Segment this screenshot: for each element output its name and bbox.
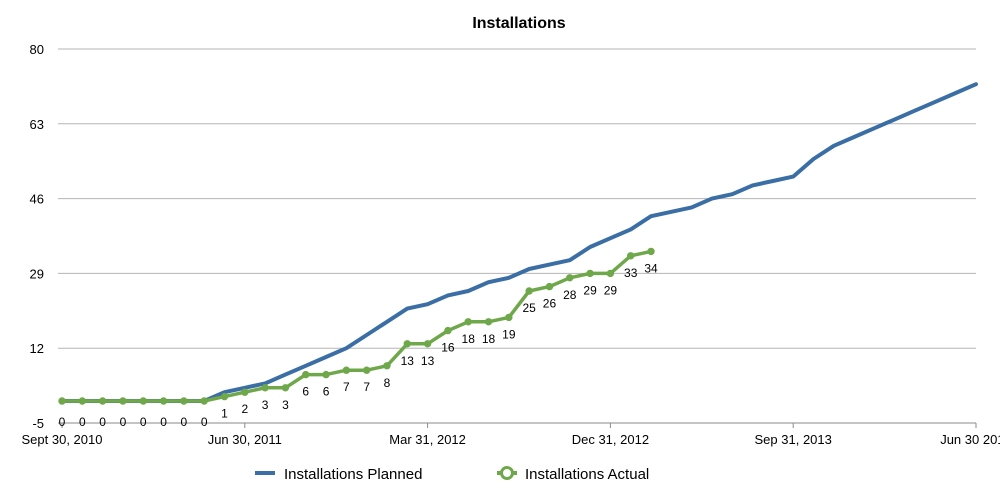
data-label-actual: 0 — [120, 415, 127, 429]
x-tick-label: Sept 30, 2010 — [22, 432, 103, 447]
data-label-actual: 18 — [482, 332, 496, 346]
data-point-actual — [545, 282, 554, 291]
data-label-actual: 34 — [644, 261, 658, 275]
data-point-actual — [362, 366, 371, 374]
data-point-actual — [606, 269, 615, 278]
data-point-actual — [119, 397, 127, 405]
data-label-actual: 7 — [343, 380, 350, 394]
data-label-actual: 29 — [604, 283, 618, 297]
y-tick-label: 63 — [30, 117, 44, 132]
data-label-actual: 0 — [140, 415, 147, 429]
data-point-actual — [647, 247, 655, 256]
data-point-actual — [342, 366, 351, 374]
data-label-actual: 13 — [401, 354, 415, 368]
y-tick-label: -5 — [32, 416, 44, 431]
data-point-actual — [525, 287, 533, 295]
data-label-actual: 29 — [583, 283, 597, 297]
data-label-actual: 33 — [624, 266, 638, 280]
data-point-actual — [627, 252, 635, 260]
data-point-actual — [220, 392, 229, 401]
series-line-planned — [60, 82, 978, 403]
x-tick-label: Mar 31, 2012 — [389, 432, 466, 447]
data-point-actual — [444, 326, 452, 335]
y-tick-label: 12 — [30, 341, 44, 356]
data-point-actual — [159, 397, 168, 405]
data-label-actual: 13 — [421, 354, 435, 368]
y-axis: -5 12 29 46 63 80 — [30, 42, 44, 431]
data-point-actual — [139, 397, 147, 405]
chart-title: Installations — [472, 15, 565, 32]
data-label-actual: 3 — [262, 398, 269, 412]
data-point-actual — [58, 397, 66, 405]
x-tick-label: Jun 30, 2011 — [208, 432, 282, 447]
data-point-actual — [505, 313, 513, 322]
data-point-actual — [464, 318, 472, 326]
legend-marker-actual — [500, 466, 514, 480]
data-label-actual: 16 — [441, 341, 455, 355]
y-tick-label: 46 — [30, 192, 44, 207]
data-point-actual — [403, 340, 411, 348]
data-point-actual — [322, 370, 330, 379]
data-label-actual: 0 — [59, 415, 66, 429]
data-point-actual — [281, 384, 290, 392]
y-tick-label: 29 — [30, 266, 44, 281]
data-label-actual: 28 — [563, 288, 577, 302]
data-label-actual: 26 — [543, 297, 557, 311]
x-tick-label: Sep 31, 2013 — [755, 432, 832, 447]
data-label-actual: 25 — [522, 301, 536, 315]
data-label-actual: 0 — [160, 415, 167, 429]
data-label-actual: 0 — [79, 415, 86, 429]
legend-label-actual: Installations Actual — [525, 466, 649, 483]
data-label-actual: 3 — [282, 398, 289, 412]
data-point-actual — [261, 384, 269, 392]
data-point-actual — [241, 388, 249, 396]
x-tick-label: Jun 30 2014 — [940, 432, 1000, 447]
data-point-actual — [180, 397, 188, 405]
series — [58, 82, 978, 405]
legend-label-planned: Installations Planned — [284, 466, 422, 483]
data-point-actual — [78, 397, 87, 405]
data-label-actual: 7 — [363, 380, 370, 394]
data-label-actual: 0 — [181, 415, 188, 429]
data-label-actual: 6 — [302, 385, 309, 399]
data-label-actual: 8 — [384, 376, 391, 390]
data-label-actual: 0 — [99, 415, 106, 429]
data-point-actual — [302, 370, 310, 379]
data-label-actual: 0 — [201, 415, 208, 429]
data-point-actual — [200, 397, 208, 405]
legend: Installations Planned Installations Actu… — [255, 466, 649, 483]
data-point-actual — [484, 318, 493, 326]
data-point-actual — [566, 274, 574, 282]
data-label-actual: 2 — [241, 402, 248, 416]
data-label-actual: 18 — [462, 332, 476, 346]
data-point-actual — [586, 269, 594, 278]
data-point-actual — [98, 397, 107, 405]
data-point-actual — [423, 340, 432, 348]
data-point-actual — [383, 362, 391, 370]
data-label-actual: 19 — [502, 327, 516, 341]
x-axis: Sept 30, 2010 Jun 30, 2011 Mar 31, 2012 Dec… — [22, 423, 1000, 447]
y-tick-label: 80 — [30, 42, 44, 57]
data-label-actual: 6 — [323, 385, 330, 399]
x-tick-label: Dec 31, 2012 — [572, 432, 649, 447]
grid — [58, 48, 976, 424]
data-label-actual: 1 — [221, 407, 228, 421]
